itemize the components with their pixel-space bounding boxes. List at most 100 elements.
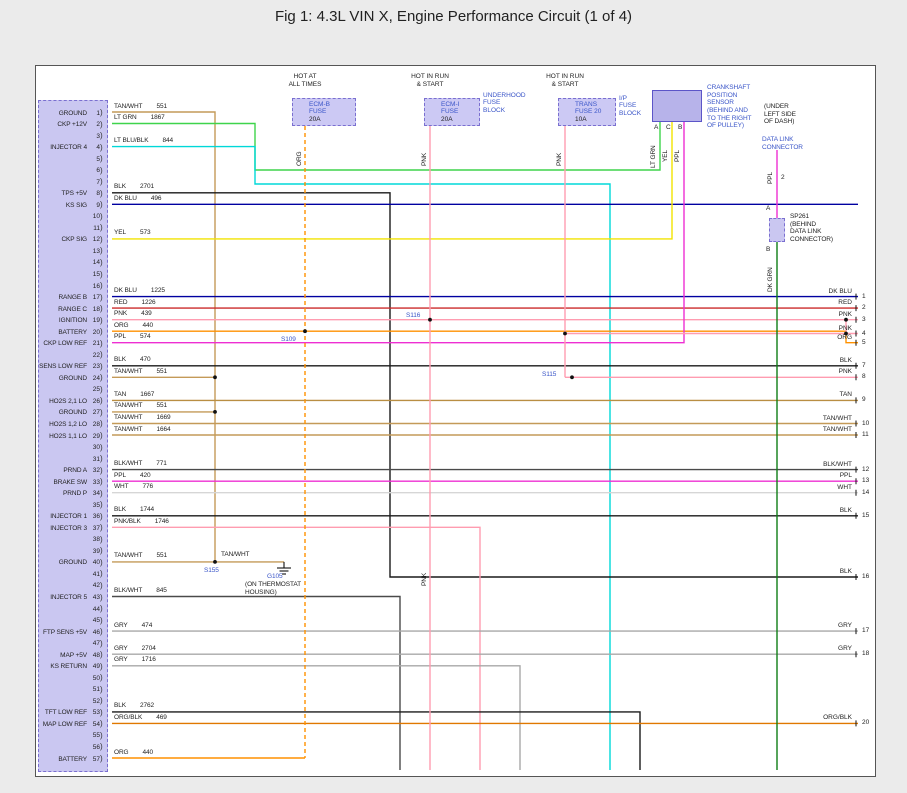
- pin-function-label: BRAKE SW: [53, 478, 87, 486]
- pin-number: 45: [92, 617, 100, 625]
- wire-color-label: WHT: [114, 483, 129, 491]
- pin-number: 41: [92, 570, 100, 578]
- connector-pin-row: 55): [39, 730, 105, 741]
- pin-bracket-icon: ): [100, 154, 103, 164]
- exit-pin-number: 11: [862, 431, 869, 438]
- wire-color-label: ORG/BLK: [114, 713, 143, 721]
- wire-label: RED 1226: [114, 299, 156, 306]
- pin-number: 19: [92, 317, 100, 325]
- wire-name-dk-grn: DK GRN: [767, 267, 774, 292]
- wire-color-label: TAN/WHT: [114, 367, 143, 375]
- wire-label: ORG 440: [114, 322, 153, 329]
- fuse-hot-label: HOT AT ALL TIMES: [288, 73, 322, 88]
- wire-label: TAN/WHT 551: [114, 368, 167, 375]
- pin-number: 28: [92, 420, 100, 428]
- exit-pin-number: 5: [862, 338, 866, 346]
- pin-number: 35: [92, 501, 100, 509]
- connector-pin-row: SENS LOW REF 23): [39, 361, 105, 372]
- wire-color-label: PPL: [114, 333, 126, 341]
- wire-number-label: 2762: [140, 702, 155, 710]
- connector-pin-row: MAP LOW REF 54): [39, 719, 105, 730]
- pin-bracket-icon: ): [100, 119, 103, 129]
- pin-bracket-icon: ): [100, 534, 103, 544]
- pin-number: 48: [92, 651, 100, 659]
- wire-label: LT GRN 1867: [114, 114, 165, 121]
- pin-bracket-icon: ): [100, 696, 103, 706]
- wire-label: PNK 439: [114, 310, 152, 317]
- pin-bracket-icon: ): [100, 361, 103, 371]
- connector-pin-row: HO2S 1,1 LO 29): [39, 431, 105, 442]
- exit-wire-color-label: TAN: [839, 391, 852, 399]
- fuse-block-label: I/P FUSE BLOCK: [619, 95, 642, 117]
- wire-number-label: 1716: [141, 656, 156, 664]
- exit-pin-number: 4: [862, 329, 866, 337]
- pin-bracket-icon: ): [100, 523, 103, 533]
- exit-wire-color-label: TAN/WHT: [822, 426, 852, 433]
- pin-number: 30: [92, 444, 100, 452]
- pin-number: 9: [96, 201, 100, 209]
- wire-label: TAN/WHT 1664: [114, 426, 171, 433]
- wire-label: BLK 470: [114, 356, 151, 363]
- exit-wire-color-label: BLK: [839, 356, 852, 364]
- wire-color-label: BLK: [114, 702, 126, 710]
- pin-bracket-icon: ): [100, 338, 103, 348]
- connector-pin-row: INJECTOR 5 43): [39, 592, 105, 603]
- wire-label: BLK 2701: [114, 183, 154, 190]
- wire-color-label: TAN/WHT: [114, 425, 143, 433]
- connector-pin-row: RANGE C 18): [39, 304, 105, 315]
- wire-color-label: TAN/WHT: [114, 402, 143, 410]
- splice-s115: S115: [542, 371, 557, 378]
- pin-number: 49: [92, 663, 100, 671]
- pin-bracket-icon: ): [100, 500, 103, 510]
- wire-label: LT BLU/BLK 844: [114, 137, 173, 144]
- exit-wire-color-label: ORG/BLK: [823, 714, 852, 722]
- splice-s109: S109: [281, 336, 296, 343]
- connector-pin-row: GROUND 27): [39, 407, 105, 418]
- pin-bracket-icon: ): [100, 223, 103, 233]
- pin-bracket-icon: ): [100, 142, 103, 152]
- pin-number: 16: [92, 282, 100, 290]
- wire-number-label: 574: [140, 333, 151, 341]
- pin-number: 39: [92, 547, 100, 555]
- wire-label: GRY 1716: [114, 656, 156, 663]
- wire-color-label: RED: [114, 298, 128, 306]
- connector-pin-row: 3): [39, 131, 105, 142]
- connector-pin-row: KS RETURN 49): [39, 661, 105, 672]
- pin-function-label: BATTERY: [58, 328, 87, 336]
- pin-bracket-icon: ): [100, 269, 103, 279]
- pin-function-label: KS RETURN: [50, 663, 87, 671]
- wire-number-label: 1225: [150, 287, 165, 295]
- pin-bracket-icon: ): [100, 419, 103, 429]
- pin-number: 27: [92, 409, 100, 417]
- exit-wire-color-label: PPL: [839, 472, 852, 480]
- pin-number: 1: [96, 109, 100, 117]
- fuse-box: ECM-B FUSE 20A: [292, 98, 356, 126]
- connector-pin-row: 5): [39, 154, 105, 165]
- fuse-name: TRANS FUSE 20: [575, 101, 602, 116]
- pin-number: 6: [96, 167, 100, 175]
- pin-bracket-icon: ): [100, 188, 103, 198]
- connector-pin-row: 30): [39, 442, 105, 453]
- pin-number: 5: [96, 155, 100, 163]
- wire-label: PPL 420: [114, 472, 151, 479]
- connector-pin-row: 22): [39, 350, 105, 361]
- pin-number: 36: [92, 513, 100, 521]
- wire-label: BLK 2762: [114, 702, 154, 709]
- wire-number-label: 771: [156, 460, 167, 468]
- wire-color-label: DK BLU: [114, 287, 137, 295]
- pin-bracket-icon: ): [100, 615, 103, 625]
- wire-number-label: 551: [156, 552, 167, 560]
- wire-name-ppl: PPL: [767, 172, 774, 184]
- connector-pin-row: 52): [39, 696, 105, 707]
- wire-color-label: TAN/WHT: [114, 413, 143, 421]
- connector-pin-row: 44): [39, 604, 105, 615]
- pin-bracket-icon: ): [100, 442, 103, 452]
- wire-label: BLK/WHT 845: [114, 587, 167, 594]
- connector-pin-row: INJECTOR 1 36): [39, 511, 105, 522]
- pin-number: 11: [93, 224, 100, 232]
- pin-bracket-icon: ): [100, 454, 103, 464]
- dlc-pin-2: 2: [781, 174, 785, 181]
- fuse-rating: 20A: [309, 116, 321, 123]
- pin-bracket-icon: ): [100, 246, 103, 256]
